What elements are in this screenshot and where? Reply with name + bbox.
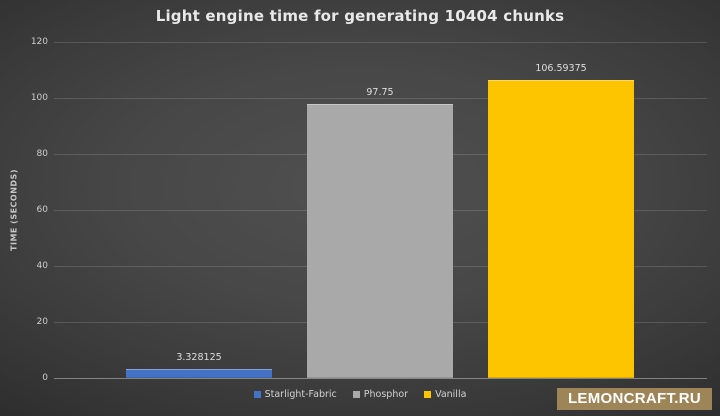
watermark: LEMONCRAFT.RU <box>557 388 712 410</box>
bar-value-label: 97.75 <box>366 87 394 99</box>
bar-value-label: 3.328125 <box>176 351 222 363</box>
bar-value-label: 106.59375 <box>535 62 587 74</box>
legend-marker <box>424 391 432 398</box>
legend-marker <box>352 391 360 398</box>
chart-title: Light engine time for generating 10404 c… <box>155 7 565 25</box>
legend-label: Vanilla <box>435 389 467 400</box>
y-tick-label: 40 <box>36 260 48 271</box>
legend-item-vanilla: Vanilla <box>424 389 466 400</box>
legend-label: Starlight-Fabric <box>264 389 337 400</box>
y-tick-label: 0 <box>42 372 48 383</box>
y-tick-label: 80 <box>36 148 48 159</box>
bar-starlight-fabric <box>126 368 272 378</box>
bar-vanilla <box>488 79 634 378</box>
legend-item-phosphor: Phosphor <box>352 389 409 400</box>
y-tick-label: 100 <box>30 92 48 103</box>
gridline <box>54 98 707 99</box>
legend: Starlight-Fabric Phosphor Vanilla <box>0 388 720 401</box>
legend-label: Phosphor <box>363 389 409 400</box>
x-axis-line <box>54 378 707 379</box>
legend-item-starlight-fabric: Starlight-Fabric <box>253 389 337 400</box>
bar-phosphor <box>307 104 453 378</box>
legend-marker <box>253 391 261 398</box>
gridline <box>54 42 707 43</box>
y-tick-label: 20 <box>36 316 48 327</box>
y-tick-label: 60 <box>36 204 48 215</box>
y-tick-label: 120 <box>30 36 48 47</box>
